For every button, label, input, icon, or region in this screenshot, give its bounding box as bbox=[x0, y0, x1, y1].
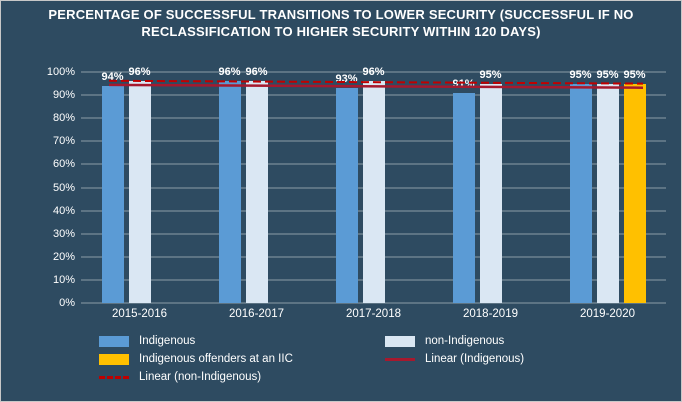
y-axis-tick-label: 10% bbox=[52, 273, 75, 286]
data-label: 96% bbox=[218, 66, 241, 79]
bar-non-indigenous: 95% bbox=[479, 69, 502, 303]
x-axis-category-label: 2016-2017 bbox=[229, 308, 284, 320]
bar-non-indigenous: 96% bbox=[128, 66, 151, 303]
y-axis-tick-label: 100% bbox=[46, 66, 75, 78]
bar-non-indigenous: 96% bbox=[245, 66, 268, 303]
bar-group: 94% 96% bbox=[101, 66, 178, 303]
gridline bbox=[81, 71, 666, 73]
y-axis-tick-label: 0% bbox=[59, 297, 75, 309]
legend-item-linear-indigenous: Linear (Indigenous) bbox=[385, 353, 674, 365]
y-axis-tick-label: 50% bbox=[52, 181, 75, 194]
y-axis-tick-label: 30% bbox=[52, 227, 75, 240]
bar-indigenous: 94% bbox=[101, 71, 124, 303]
y-axis-tick-label: 80% bbox=[52, 112, 75, 125]
legend: Indigenous non-Indigenous Indigenous offen… bbox=[99, 335, 674, 383]
data-label: 95% bbox=[569, 68, 592, 81]
x-axis-category-label: 2017-2018 bbox=[346, 308, 401, 320]
legend-swatch-box bbox=[385, 335, 415, 347]
bar-indigenous: 95% bbox=[569, 69, 592, 303]
bar-non-indigenous: 95% bbox=[596, 69, 619, 303]
data-label: 96% bbox=[128, 66, 151, 79]
y-axis-tick-label: 40% bbox=[52, 204, 75, 217]
legend-label: Indigenous offenders at an IIC bbox=[139, 353, 293, 365]
bar-group: 93% 96% bbox=[335, 66, 412, 303]
legend-swatch-line bbox=[385, 357, 415, 361]
bar-groups: 94% 96% 96% 96% 93% 96% 91% 95% 95% 95% 95% bbox=[81, 66, 666, 303]
bar-indigenous: 93% bbox=[335, 73, 358, 303]
bar-group: 95% 95% 95% bbox=[569, 69, 646, 303]
x-axis-category-label: 2018-2019 bbox=[463, 308, 518, 320]
data-label: 91% bbox=[452, 77, 475, 90]
legend-swatch-dashed-line bbox=[99, 375, 129, 379]
legend-label: Linear (Indigenous) bbox=[425, 353, 525, 365]
legend-item-indigenous: Indigenous bbox=[99, 335, 385, 347]
y-axis-tick-label: 70% bbox=[52, 135, 75, 148]
legend-item-linear-non-indigenous: Linear (non-Indigenous) bbox=[99, 371, 385, 383]
plot-area: 94% 96% 96% 96% 93% 96% 91% 95% 95% 95% 95% bbox=[81, 66, 666, 304]
chart-title: PERCENTAGE OF SUCCESSFUL TRANSITIONS TO … bbox=[48, 7, 634, 39]
data-label: 94% bbox=[101, 70, 124, 83]
legend-label: non-Indigenous bbox=[425, 335, 505, 347]
bar-group: 91% 95% bbox=[452, 69, 529, 303]
legend-item-non-indigenous: non-Indigenous bbox=[385, 335, 674, 347]
legend-label: Linear (non-Indigenous) bbox=[139, 371, 262, 383]
legend-swatch-box bbox=[99, 353, 129, 365]
bar-non-indigenous: 96% bbox=[362, 66, 385, 303]
bar-indigenous: 91% bbox=[452, 78, 475, 303]
data-label: 95% bbox=[596, 68, 619, 81]
y-axis: 0% 10% 20% 30% 40% 50% 60% 70% 80% 90% 100% bbox=[27, 66, 75, 309]
x-axis-category-label: 2015-2016 bbox=[112, 308, 167, 320]
bar-indigenous-offenders-at-an-iic: 95% bbox=[623, 69, 646, 303]
data-label: 95% bbox=[623, 68, 646, 81]
data-label: 93% bbox=[335, 73, 358, 86]
bar-group: 96% 96% bbox=[218, 66, 295, 303]
data-label: 96% bbox=[245, 66, 268, 79]
data-label: 95% bbox=[479, 68, 502, 81]
legend-item-indigenous-offenders-at-an-iic: Indigenous offenders at an IIC bbox=[99, 353, 385, 365]
y-axis-tick-label: 60% bbox=[52, 158, 75, 171]
data-label: 96% bbox=[362, 66, 385, 79]
x-axis: 2015-2016 2016-2017 2017-2018 2018-2019 2019… bbox=[81, 308, 666, 320]
gridline bbox=[81, 302, 666, 304]
legend-swatch-box bbox=[99, 335, 129, 347]
y-axis-tick-label: 90% bbox=[52, 89, 75, 102]
x-axis-category-label: 2019-2020 bbox=[580, 308, 635, 320]
y-axis-tick-label: 20% bbox=[52, 250, 75, 263]
legend-label: Indigenous bbox=[139, 335, 196, 347]
bar-indigenous: 96% bbox=[218, 66, 241, 303]
